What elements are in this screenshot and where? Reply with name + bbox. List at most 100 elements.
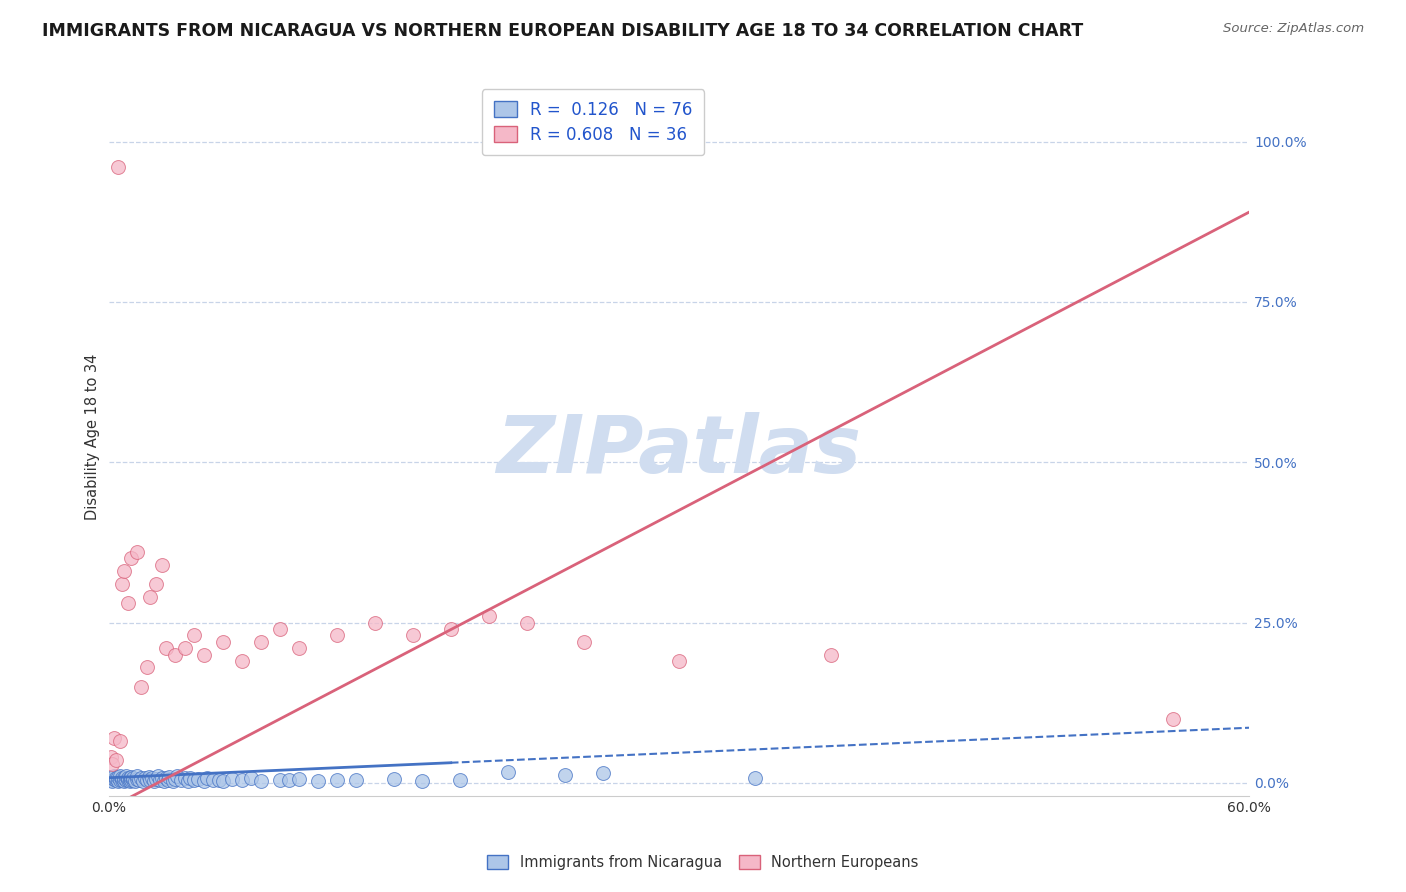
Point <box>111 577 134 591</box>
Point <box>402 628 425 642</box>
Point <box>103 731 125 745</box>
Point <box>150 771 173 785</box>
Point <box>269 622 291 636</box>
Point <box>187 772 209 786</box>
Point <box>177 774 200 789</box>
Point <box>170 773 193 788</box>
Point <box>129 680 152 694</box>
Point <box>183 773 205 788</box>
Point <box>162 774 184 789</box>
Point <box>108 772 131 787</box>
Point <box>108 734 131 748</box>
Point <box>173 772 195 786</box>
Point <box>134 771 156 785</box>
Point <box>128 773 150 788</box>
Point <box>592 766 614 780</box>
Point <box>149 773 172 788</box>
Point <box>820 648 842 662</box>
Point <box>100 772 122 787</box>
Point <box>101 771 124 785</box>
Point <box>155 772 177 786</box>
Point <box>111 773 134 788</box>
Point <box>193 774 215 789</box>
Point <box>249 634 271 648</box>
Point <box>127 545 149 559</box>
Point <box>108 769 131 783</box>
Point <box>179 771 201 785</box>
Point <box>231 654 253 668</box>
Point <box>111 771 134 785</box>
Point <box>449 772 471 787</box>
Point <box>107 160 129 174</box>
Point <box>478 609 501 624</box>
Point <box>117 596 139 610</box>
Point <box>101 756 124 771</box>
Point <box>117 773 139 788</box>
Y-axis label: Disability Age 18 to 34: Disability Age 18 to 34 <box>86 353 100 520</box>
Point <box>145 577 167 591</box>
Point <box>165 772 187 786</box>
Point <box>132 774 155 789</box>
Text: IMMIGRANTS FROM NICARAGUA VS NORTHERN EUROPEAN DISABILITY AGE 18 TO 34 CORRELATI: IMMIGRANTS FROM NICARAGUA VS NORTHERN EU… <box>42 22 1084 40</box>
Point <box>143 774 166 789</box>
Point <box>326 628 349 642</box>
Point <box>211 634 233 648</box>
Point <box>127 769 149 783</box>
Point <box>183 628 205 642</box>
Point <box>496 764 519 779</box>
Point <box>139 773 162 788</box>
Point <box>744 771 766 785</box>
Point <box>287 772 309 786</box>
Point <box>135 772 157 787</box>
Point <box>145 772 167 786</box>
Point <box>165 648 187 662</box>
Point <box>344 773 367 788</box>
Point <box>173 641 195 656</box>
Point <box>107 774 129 789</box>
Point <box>118 772 141 786</box>
Point <box>155 641 177 656</box>
Point <box>208 772 231 787</box>
Point <box>122 771 145 785</box>
Point <box>440 622 463 636</box>
Point <box>100 750 122 764</box>
Point <box>112 564 135 578</box>
Point <box>150 558 173 572</box>
Point <box>668 654 690 668</box>
Point <box>114 769 136 783</box>
Text: Source: ZipAtlas.com: Source: ZipAtlas.com <box>1223 22 1364 36</box>
Point <box>166 769 188 783</box>
Point <box>516 615 538 630</box>
Point <box>202 773 225 788</box>
Point <box>1161 712 1184 726</box>
Point <box>122 773 145 788</box>
Point <box>197 772 219 786</box>
Point <box>287 641 309 656</box>
Point <box>159 770 181 784</box>
Point <box>105 753 128 767</box>
Point <box>411 774 433 789</box>
Point <box>240 772 263 786</box>
Point <box>307 774 329 789</box>
Point <box>120 551 142 566</box>
Point <box>105 772 128 786</box>
Point <box>554 767 576 781</box>
Point <box>117 771 139 785</box>
Point <box>138 770 160 784</box>
Point <box>112 774 135 789</box>
Legend: R =  0.126   N = 76, R = 0.608   N = 36: R = 0.126 N = 76, R = 0.608 N = 36 <box>482 89 704 155</box>
Point <box>193 648 215 662</box>
Point <box>120 772 142 787</box>
Point <box>139 590 162 604</box>
Point <box>135 660 157 674</box>
Point <box>382 772 405 786</box>
Point <box>129 772 152 786</box>
Point <box>211 774 233 789</box>
Point <box>112 772 135 786</box>
Point <box>127 772 149 786</box>
Point <box>221 772 243 786</box>
Point <box>141 772 163 786</box>
Point <box>114 772 136 787</box>
Legend: Immigrants from Nicaragua, Northern Europeans: Immigrants from Nicaragua, Northern Euro… <box>482 849 924 876</box>
Point <box>364 615 387 630</box>
